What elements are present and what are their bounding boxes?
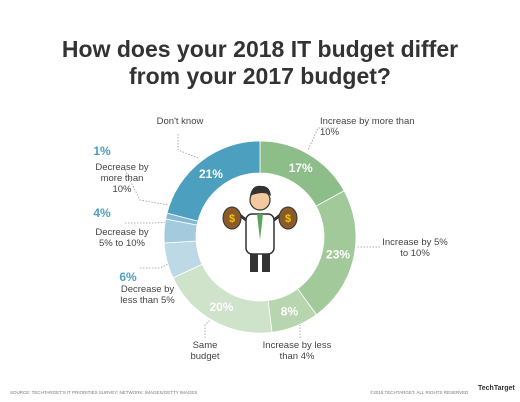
value-label: 6%: [119, 270, 137, 284]
businessman-icon: $ $: [196, 173, 324, 301]
category-label: Same budget: [190, 340, 220, 362]
logo: TechTarget: [478, 385, 515, 392]
value-label: 8%: [281, 304, 299, 318]
category-label: Decrease by less than 5%: [120, 284, 175, 306]
title-line: How does your 2018 IT budget differ: [61, 36, 459, 62]
value-label: 4%: [93, 206, 111, 220]
value-label: 23%: [326, 247, 350, 261]
svg-text:$: $: [285, 213, 291, 225]
value-label: 1%: [93, 144, 111, 158]
value-label: 20%: [209, 300, 233, 314]
category-label: Increase by 5% to 10%: [382, 237, 448, 259]
category-label: Increase by more than 10%: [320, 116, 415, 138]
title-line: from your 2017 budget?: [129, 63, 391, 89]
svg-text:$: $: [229, 213, 235, 225]
value-label: 17%: [289, 161, 313, 175]
category-label: Increase by less than 4%: [262, 340, 332, 362]
value-label: 21%: [199, 167, 223, 181]
ring: 17% 23% 8% 20% 21%: [163, 140, 357, 334]
category-label: Decrease by more than 10%: [95, 162, 149, 195]
copyright: ©2018 TECHTARGET. ALL RIGHTS RESERVED: [370, 390, 469, 395]
category-label: Don't know: [156, 116, 204, 127]
source: SOURCE: TECHTARGET'S IT PRIORITIES SURVE…: [10, 390, 198, 395]
category-label: Decrease by 5% to 10%: [95, 227, 149, 249]
